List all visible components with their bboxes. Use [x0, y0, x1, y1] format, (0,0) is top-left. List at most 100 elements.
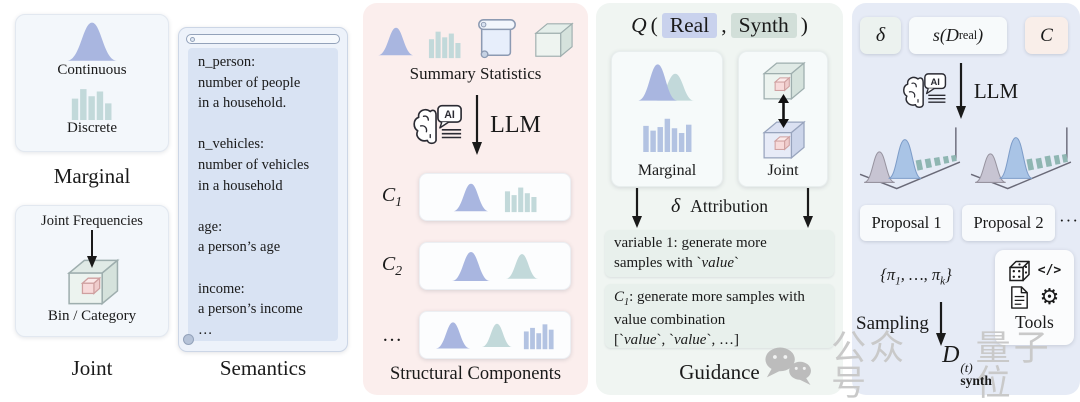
variable-guidance-box: variable 1: generate more samples with `…	[605, 230, 834, 277]
component-row-2: C2	[373, 242, 578, 290]
scroll-rod-end	[190, 36, 195, 42]
semantics-line	[198, 117, 328, 138]
bar-chart-icon	[643, 118, 692, 152]
down-arrow-icon	[935, 302, 946, 346]
bin-category-label: Bin / Category	[47, 308, 137, 324]
bell-curve-icon	[481, 323, 513, 347]
guidance-joint-label: Joint	[767, 161, 799, 179]
component-row-1: C1	[373, 173, 578, 221]
structural-components-panel: Summary Statistics AI LLM C1	[363, 3, 588, 395]
summary-statistics-label: Summary Statistics	[409, 64, 542, 83]
component-row-3: …	[373, 311, 578, 359]
component-guidance-box: C1: generate more samples with value com…	[605, 284, 834, 348]
tools-label: Tools	[1015, 312, 1054, 332]
bell-curve-icon	[505, 254, 539, 279]
guidance-marginal-label: Marginal	[637, 162, 697, 179]
proposal-1-chip: Proposal 1	[860, 205, 953, 241]
llm-brain-icon: AI	[413, 104, 463, 145]
ai-badge-text: AI	[444, 109, 455, 121]
semantics-line: n_person:	[198, 54, 256, 70]
component-card-1	[419, 173, 571, 221]
llm-label: LLM	[973, 78, 1019, 103]
down-arrow-icon	[87, 230, 97, 268]
gear-icon: ⚙	[1039, 284, 1060, 310]
semantics-line: number of vehicles	[198, 156, 310, 173]
synth-highlight: Synth	[730, 13, 797, 38]
proposal-plots-row	[852, 125, 1080, 193]
quality-function-title: Q( Real , Synth )	[631, 13, 808, 38]
bell-curve-icon	[452, 183, 490, 212]
llm-block: AI LLM	[363, 95, 588, 155]
continuous-distribution-icon	[67, 22, 117, 61]
tools-box: </> ⚙ Tools	[995, 250, 1074, 345]
attribution-label-row: δ Attribution	[596, 195, 843, 218]
scroll-rod	[186, 34, 340, 44]
overlapping-distributions-icon	[638, 64, 694, 101]
bell-curve-icon	[377, 27, 415, 56]
sampling-label: Sampling	[856, 313, 929, 334]
guidance-joint-card: Joint	[738, 51, 828, 187]
semantics-line: number of people	[198, 74, 301, 91]
semantics-panel-label: Semantics	[219, 356, 307, 380]
bin-cube-icon	[66, 258, 120, 306]
joint-frequencies-label: Joint Frequencies	[41, 213, 143, 229]
guidance-panel: Q( Real , Synth ) Marginal	[596, 3, 843, 395]
semantics-line	[198, 199, 328, 220]
semantics-scroll: n_person: number of people in a househol…	[178, 27, 348, 352]
ai-badge-text: AI	[930, 76, 939, 87]
semantics-line: …	[198, 321, 213, 338]
bar-chart-icon	[523, 324, 554, 350]
code-icon: </>	[1037, 263, 1062, 278]
proposals-ellipsis: ···	[1059, 211, 1079, 230]
joint-panel-label: Joint	[71, 356, 113, 380]
semantics-line: income:	[198, 280, 245, 297]
down-arrow-icon	[472, 95, 483, 155]
semantics-line: a person’s income	[198, 301, 303, 318]
joint-card: Joint Frequencies Bin / Category	[15, 205, 169, 337]
semantics-line: in a household.	[198, 95, 287, 112]
down-arrow-icon	[955, 63, 966, 119]
continuous-label: Continuous	[57, 62, 127, 78]
llm-label: LLM	[490, 111, 541, 138]
component-label-c2: C2	[381, 253, 403, 278]
semantics-line: a person’s age	[198, 239, 281, 256]
dice-icon	[1009, 260, 1030, 282]
guidance-marginal-card: Marginal	[611, 51, 723, 187]
component-label-c1: C1	[381, 184, 403, 209]
component-card-3	[419, 311, 571, 359]
synthetic-dataset-formula: D (t) synth	[942, 342, 992, 388]
down-arrow-icon	[803, 188, 813, 228]
guidance-title: Guidance	[679, 360, 760, 384]
real-highlight: Real	[661, 13, 718, 38]
semantics-line	[198, 261, 328, 282]
marginal-panel-label: Marginal	[53, 164, 131, 188]
bell-curve-icon	[452, 252, 490, 281]
proposal-2-chip: Proposal 2	[962, 205, 1055, 241]
document-icon	[1011, 286, 1028, 309]
component-card-2	[419, 242, 571, 290]
semantics-line: age:	[198, 218, 223, 235]
sampling-row: Sampling	[856, 302, 976, 346]
delta-symbol: δ	[670, 195, 681, 217]
semantics-line: n_vehicles:	[198, 136, 265, 153]
discrete-label: Discrete	[67, 120, 117, 137]
scroll-icon	[478, 19, 516, 59]
llm-block: AI LLM	[852, 63, 1080, 119]
summary-statistics-icons	[363, 15, 588, 61]
scroll-body: n_person: number of people in a househol…	[183, 48, 338, 345]
delta-chip: δ	[860, 17, 901, 54]
distribution-plot-icon	[970, 127, 1071, 190]
llm-brain-icon: AI	[902, 73, 946, 109]
bar-chart-icon	[504, 187, 537, 213]
double-arrow-icon	[777, 93, 789, 128]
synth-cube-icon	[762, 121, 806, 160]
real-cube-icon	[762, 61, 806, 101]
down-arrow-icon	[632, 188, 642, 228]
bar-chart-icon	[428, 31, 461, 59]
cube-icon	[534, 22, 574, 58]
constraints-chip: C	[1025, 17, 1068, 54]
q-symbol: Q	[631, 13, 647, 37]
